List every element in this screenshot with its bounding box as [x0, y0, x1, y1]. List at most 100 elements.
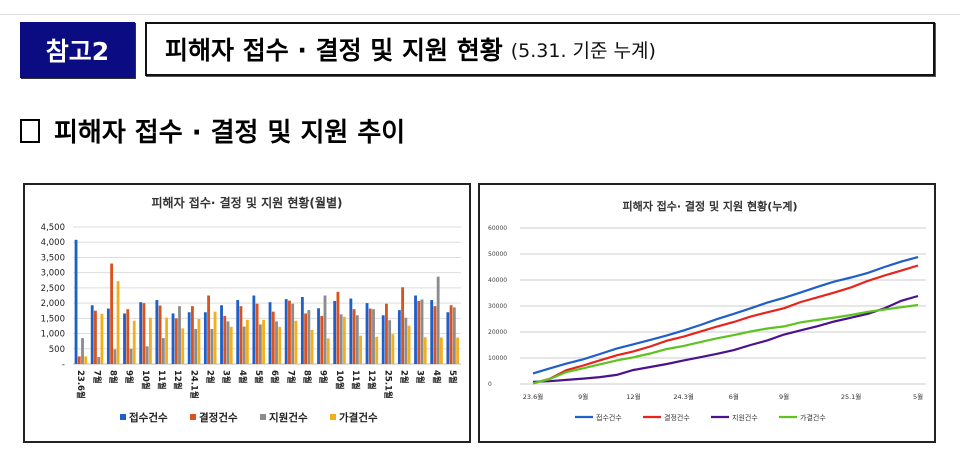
bar-접수건수 [123, 313, 126, 364]
bar-접수건수 [317, 308, 320, 364]
bar-지원건수 [81, 338, 84, 364]
line-가결건수 [532, 303, 919, 385]
x-tick-label: 7월 [91, 370, 102, 384]
x-tick-label: 4월 [237, 370, 248, 384]
bar-가결건수 [197, 318, 201, 364]
x-tick-label: 6월 [729, 392, 739, 401]
x-tick-label: 3월 [221, 370, 232, 384]
legend-label: 접수건수 [596, 413, 622, 422]
bar-지원건수 [291, 303, 295, 364]
legend-swatch [260, 414, 266, 420]
x-tick-label: 12월 [366, 370, 377, 390]
bar-결정건수 [77, 356, 81, 364]
bar-가결건수 [181, 328, 185, 364]
y-tick-label: 1,500 [41, 314, 65, 324]
bar-가결건수 [375, 336, 379, 364]
monthly-bar-chart: 피해자 접수· 결정 및 지원 현황(월별) - 500 1,000 1,500 2,00… [23, 183, 471, 443]
y-tick-label: 3,500 [41, 253, 65, 263]
bar-가결건수 [132, 320, 136, 364]
y-tick-label: 2,500 [41, 284, 65, 294]
x-tick-label: 9월 [318, 370, 329, 384]
legend-label: 지원건수 [269, 411, 308, 424]
y-tick-label: 0 [488, 381, 492, 388]
bar-결정건수 [271, 311, 275, 364]
legend-swatch [330, 414, 336, 420]
y-tick-label: 10000 [488, 355, 507, 362]
x-tick-label: 2월 [398, 370, 409, 384]
bar-결정건수 [352, 309, 356, 364]
bar-접수건수 [446, 312, 450, 364]
x-tick-label: 8월 [107, 370, 118, 384]
bar-지원건수 [161, 338, 165, 364]
bar-지원건수 [339, 314, 343, 364]
bar-접수건수 [365, 303, 369, 364]
monthly-bar-chart-svg: 피해자 접수· 결정 및 지원 현황(월별) - 500 1,000 1,500 2,00… [41, 195, 461, 424]
bar-가결건수 [213, 311, 217, 364]
bar-접수건수 [333, 300, 337, 364]
bar-가결건수 [165, 317, 168, 364]
bar-가결건수 [310, 329, 314, 364]
bar-가결건수 [84, 356, 88, 364]
x-tick-label: 8월 [301, 370, 312, 384]
legend-label: 결정건수 [199, 411, 238, 424]
section-heading: 피해자 접수 · 결정 및 지원 추이 [20, 112, 405, 149]
y-tick-label: - [62, 360, 65, 370]
bar-가결건수 [391, 334, 395, 364]
bar-결정건수 [207, 295, 211, 364]
bar-지원건수 [275, 321, 278, 364]
x-tick-label: 5월 [913, 392, 923, 401]
x-tick-label: 3월 [415, 370, 426, 384]
y-tick-label: 4,500 [41, 223, 65, 233]
x-tick-label: 2월 [204, 370, 215, 384]
bar-지원건수 [145, 346, 149, 364]
bar-가결건수 [342, 316, 346, 364]
bar-접수건수 [284, 299, 288, 364]
title-note: (5.31. 기준 누계) [510, 39, 656, 62]
section-heading-text: 피해자 접수 · 결정 및 지원 추이 [54, 118, 406, 148]
legend-swatch [190, 414, 196, 420]
x-tick-label: 6월 [269, 370, 280, 384]
line-결정건수 [532, 264, 919, 385]
legend-swatch [120, 414, 126, 420]
bar-지원건수 [226, 321, 230, 364]
bar-지원건수 [404, 317, 408, 364]
bar-결정건수 [304, 313, 308, 364]
x-tick-label: 5월 [447, 370, 458, 384]
bar-결정건수 [255, 303, 259, 364]
bar-접수건수 [220, 305, 223, 364]
bar-접수건수 [252, 295, 256, 364]
bar-접수건수 [268, 302, 272, 364]
legend-label: 지원건수 [732, 413, 758, 422]
bar-가결건수 [326, 338, 330, 364]
bar-가결건수 [359, 335, 362, 364]
bar-지원건수 [194, 328, 198, 364]
y-tick-label: 500 [49, 345, 65, 355]
bar-지원건수 [242, 326, 246, 364]
x-tick-label: 25.1월 [841, 392, 861, 401]
bar-가결건수 [407, 325, 411, 364]
bar-가결건수 [116, 281, 120, 364]
bar-결정건수 [239, 306, 243, 364]
x-tick-label: 9월 [578, 392, 588, 401]
x-tick-label: 24.1월 [188, 370, 199, 399]
title-box: 피해자 접수 · 결정 및 지원 현황 (5.31. 기준 누계) [145, 22, 935, 76]
bar-가결건수 [148, 317, 152, 364]
x-tick-label: 10월 [334, 370, 345, 390]
bar-가결건수 [100, 313, 104, 364]
bar-가결건수 [294, 320, 298, 364]
x-tick-label: 5월 [253, 370, 264, 384]
bar-결정건수 [433, 306, 437, 364]
bar-지원건수 [355, 315, 359, 364]
x-tick-label: 23.6월 [75, 370, 86, 399]
bar-접수건수 [349, 298, 353, 364]
bar-결정건수 [385, 303, 388, 364]
legend-label: 가결건수 [339, 411, 378, 424]
bar-접수건수 [203, 312, 207, 364]
bar-접수건수 [74, 239, 78, 364]
page-top-border [0, 0, 960, 15]
bar-지원건수 [97, 356, 101, 364]
bar-가결건수 [439, 337, 443, 364]
cumulative-line-chart-svg: 피해자 접수· 결정 및 지원 현황(누계) 0 10000 20000 30000 40… [488, 199, 926, 422]
bar-지원건수 [323, 295, 327, 364]
chart-title: 피해자 접수· 결정 및 지원 현황(누계) [622, 199, 797, 213]
